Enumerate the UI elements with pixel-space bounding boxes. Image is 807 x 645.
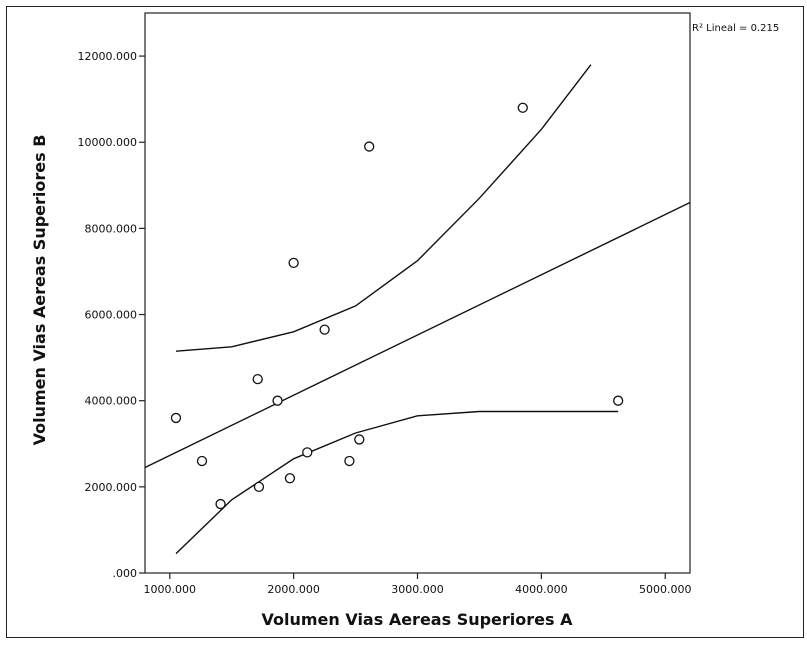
data-point	[517, 102, 528, 113]
data-point	[364, 141, 375, 152]
lower-confidence-band	[175, 410, 619, 555]
data-point	[215, 498, 226, 510]
data-point	[288, 257, 299, 268]
data-point	[170, 412, 182, 424]
plot-area	[144, 12, 691, 574]
y-tick-label: 2000.000	[85, 481, 138, 494]
data-point	[196, 455, 208, 467]
data-point	[272, 395, 283, 406]
y-tick-label: 12000.000	[78, 50, 138, 63]
y-tick-label: .000	[113, 567, 138, 580]
data-point	[319, 324, 330, 335]
y-tick-label: 10000.000	[78, 136, 138, 149]
y-tick-label: 8000.000	[85, 222, 138, 235]
data-point	[284, 473, 296, 484]
x-axis-title: Volumen Vias Aereas Superiores A	[261, 610, 573, 629]
y-tick-label: 4000.000	[85, 395, 138, 408]
data-point	[613, 395, 624, 406]
x-tick-label: 3000.000	[391, 583, 444, 596]
y-axis-title: Volumen Vias Aereas Superiores B	[30, 135, 49, 446]
fit-line	[144, 201, 691, 469]
x-tick-label: 2000.000	[267, 583, 320, 596]
upper-confidence-band	[175, 64, 592, 352]
r2-label: R² Lineal = 0.215	[692, 23, 779, 34]
x-tick-label: 1000.000	[144, 583, 197, 596]
x-tick-label: 4000.000	[515, 583, 568, 596]
data-point	[302, 447, 313, 458]
data-point	[252, 374, 263, 385]
x-tick-label: 5000.000	[639, 583, 692, 596]
data-point	[354, 434, 365, 445]
data-point	[253, 481, 265, 492]
y-tick-label: 6000.000	[85, 309, 138, 322]
data-point	[344, 455, 355, 467]
